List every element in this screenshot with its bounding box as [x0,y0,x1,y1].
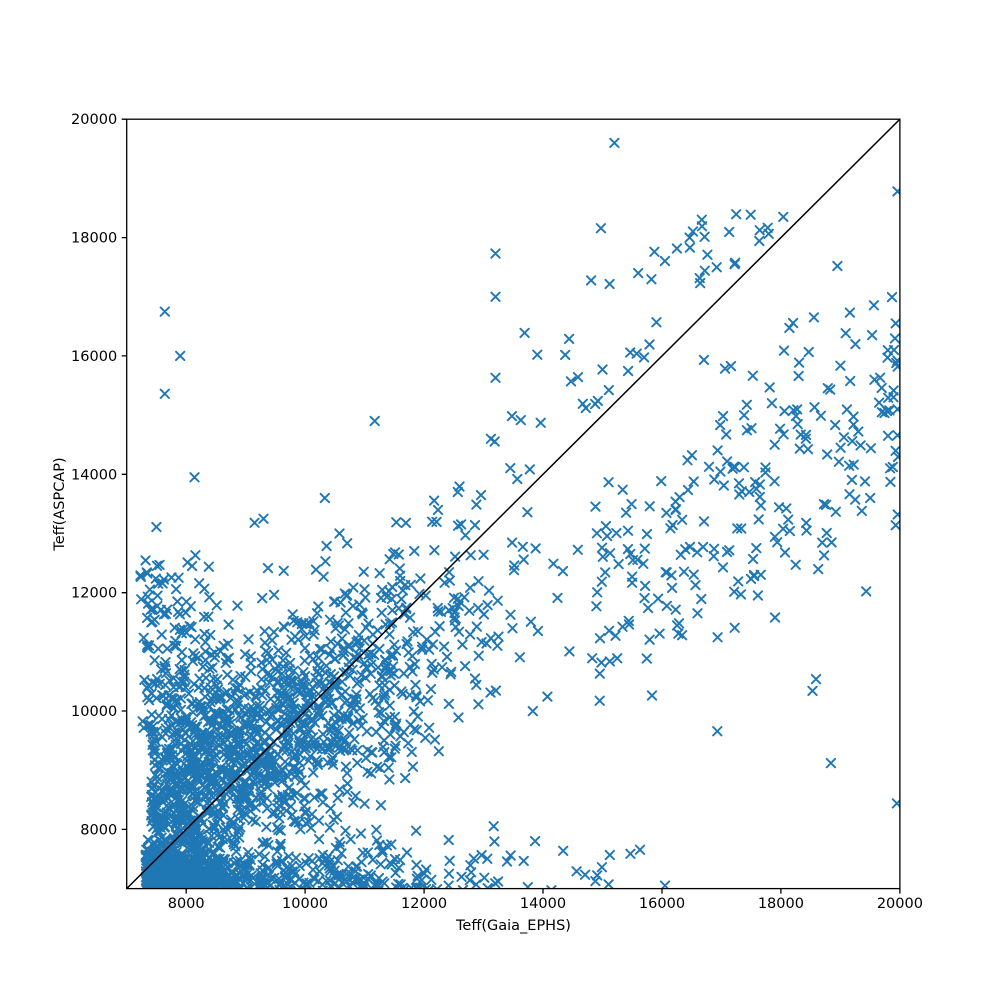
x-tick-label: 20000 [877,896,923,912]
x-tick-label: 16000 [639,896,685,912]
x-tick-label: 10000 [282,896,328,912]
y-axis-label: Teff(ASPCAP) [52,457,68,551]
y-tick-label: 14000 [71,467,117,483]
x-tick-label: 12000 [401,896,447,912]
y-tick-label: 12000 [71,586,117,602]
identity-line [126,119,900,889]
axes-frame [126,118,901,890]
scatter-points [135,137,900,889]
y-tick-label: 10000 [71,704,117,720]
x-axis-label: Teff(Gaia_EPHS) [455,918,571,934]
y-tick-label: 8000 [80,822,117,838]
plot-area: 8000 10000 12000 14000 16000 18000 20000 8000 10… [71,112,923,912]
y-tick-label: 18000 [71,231,117,247]
x-tick-label: 18000 [758,896,804,912]
x-tick-label: 14000 [520,896,566,912]
y-tick-label: 16000 [71,349,117,365]
y-tick-label: 20000 [71,112,117,128]
axis-ticks [121,118,901,894]
x-tick-label: 8000 [168,896,205,912]
